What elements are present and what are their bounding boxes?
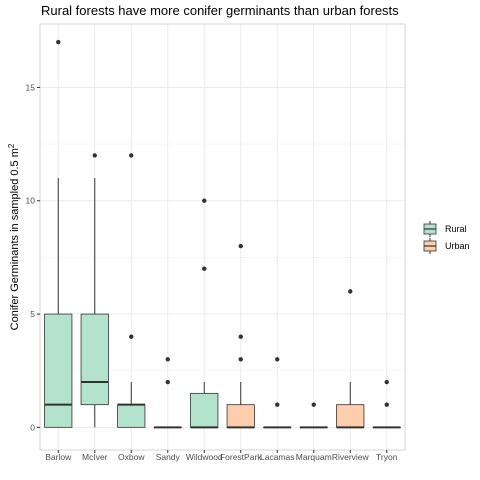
boxes-layer bbox=[44, 39, 401, 429]
y-axis-ticks: 0 5 10 15 bbox=[26, 82, 40, 432]
x-tick-label: Riverview bbox=[332, 452, 370, 462]
x-tick-label: Marquam bbox=[296, 452, 332, 462]
y-axis-title-text: Conifer Germinants in sampled 0.5 m bbox=[9, 148, 21, 330]
box-tryon bbox=[372, 379, 401, 429]
x-tick-label: McIver bbox=[82, 452, 108, 462]
chart-title: Rural forests have more conifer germinan… bbox=[41, 3, 399, 18]
legend-label-rural: Rural bbox=[445, 224, 467, 234]
box-sandy bbox=[153, 357, 182, 429]
box-oxbow bbox=[117, 153, 146, 428]
legend-key-rural bbox=[423, 221, 437, 237]
x-tick-label: Barlow bbox=[45, 452, 72, 462]
y-tick-label: 10 bbox=[26, 196, 36, 206]
box-body bbox=[336, 404, 365, 428]
x-tick-label: Lacamas bbox=[260, 452, 295, 462]
outlier-point bbox=[129, 334, 134, 339]
outlier-point bbox=[384, 379, 389, 385]
x-axis-ticks: Barlow McIver Oxbow Sandy WildwoodForestPark… bbox=[45, 450, 398, 462]
outlier-point bbox=[238, 243, 243, 249]
x-tick-label: Sandy bbox=[156, 452, 181, 462]
outlier-point bbox=[165, 379, 170, 385]
outlier-point bbox=[238, 357, 243, 362]
outlier-point bbox=[129, 153, 134, 158]
x-tick-label: Wildwood bbox=[186, 452, 223, 462]
box-body bbox=[226, 404, 255, 428]
y-axis-title: Conifer Germinants in sampled 0.5 m2 bbox=[7, 143, 21, 330]
outlier-point bbox=[348, 289, 353, 294]
legend-key-urban bbox=[423, 238, 437, 254]
outlier-point bbox=[275, 357, 280, 362]
box-barlow bbox=[44, 39, 73, 428]
y-axis-title-superscript: 2 bbox=[7, 143, 16, 148]
outlier-point bbox=[275, 402, 280, 407]
box-marquam bbox=[299, 402, 328, 429]
outlier-point bbox=[92, 153, 97, 158]
outlier-point bbox=[238, 334, 243, 339]
y-tick-label: 0 bbox=[30, 422, 35, 432]
x-tick-label: Tryon bbox=[376, 452, 398, 462]
box-body bbox=[44, 313, 73, 428]
box-lacamas bbox=[263, 357, 292, 429]
y-tick-label: 5 bbox=[30, 309, 35, 319]
outlier-point bbox=[56, 39, 61, 45]
box-body bbox=[80, 313, 109, 406]
box-forestpark bbox=[226, 243, 255, 429]
box-riverview bbox=[336, 289, 365, 429]
panel-border bbox=[39, 23, 406, 451]
outlier-point bbox=[384, 402, 389, 407]
legend-label-urban: Urban bbox=[445, 241, 470, 251]
outlier-point bbox=[202, 198, 207, 203]
grid-lines bbox=[39, 23, 406, 451]
box-wildwood bbox=[190, 198, 219, 429]
y-tick-label: 15 bbox=[26, 82, 36, 92]
outlier-point bbox=[202, 266, 207, 271]
box-mciver bbox=[80, 153, 109, 428]
x-tick-label: Oxbow bbox=[118, 452, 145, 462]
box-body bbox=[117, 404, 146, 428]
x-tick-label: ForestPark bbox=[220, 452, 262, 462]
legend: Rural Urban bbox=[423, 221, 470, 254]
outlier-point bbox=[165, 357, 170, 362]
box-body bbox=[190, 392, 219, 428]
outlier-point bbox=[311, 402, 316, 407]
